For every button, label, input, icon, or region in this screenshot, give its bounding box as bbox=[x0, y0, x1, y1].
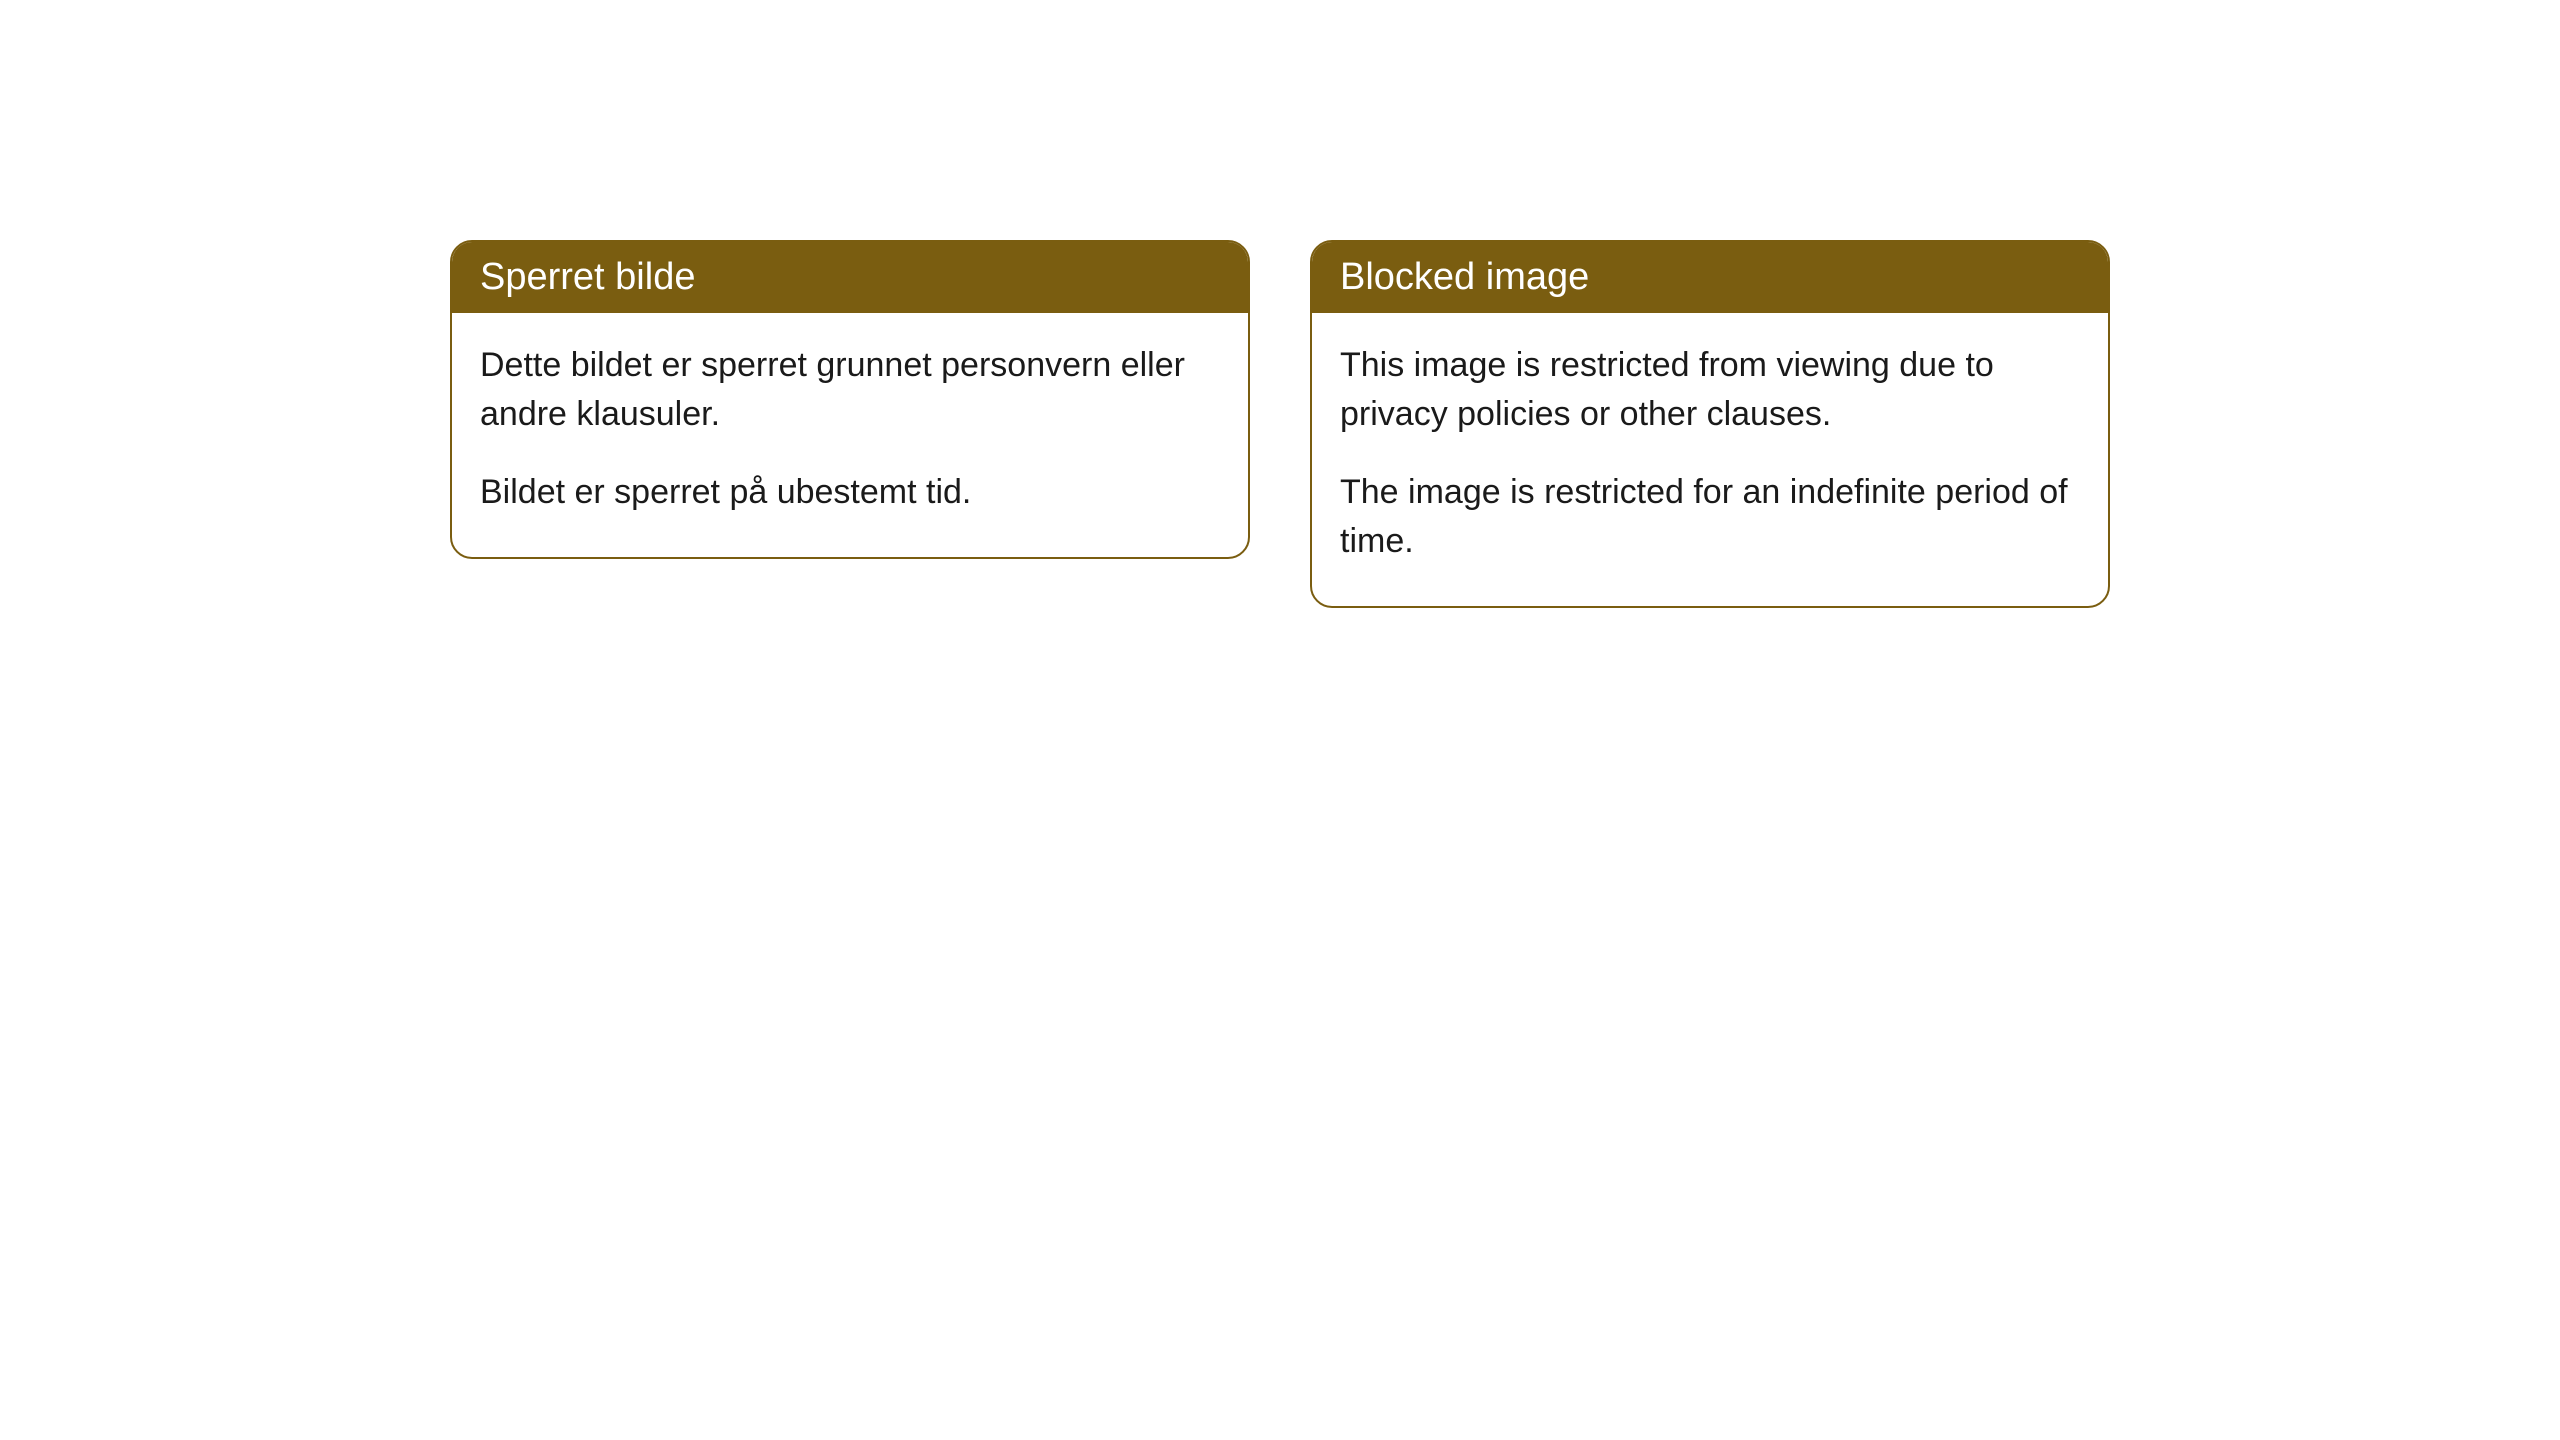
card-body: Dette bildet er sperret grunnet personve… bbox=[452, 313, 1248, 557]
card-paragraph: Bildet er sperret på ubestemt tid. bbox=[480, 468, 1220, 517]
cards-container: Sperret bilde Dette bildet er sperret gr… bbox=[450, 240, 2110, 1440]
card-paragraph: Dette bildet er sperret grunnet personve… bbox=[480, 341, 1220, 440]
card-body: This image is restricted from viewing du… bbox=[1312, 313, 2108, 606]
card-paragraph: This image is restricted from viewing du… bbox=[1340, 341, 2080, 440]
card-title: Blocked image bbox=[1312, 242, 2108, 313]
blocked-image-card-norwegian: Sperret bilde Dette bildet er sperret gr… bbox=[450, 240, 1250, 559]
card-title: Sperret bilde bbox=[452, 242, 1248, 313]
card-paragraph: The image is restricted for an indefinit… bbox=[1340, 468, 2080, 567]
blocked-image-card-english: Blocked image This image is restricted f… bbox=[1310, 240, 2110, 608]
